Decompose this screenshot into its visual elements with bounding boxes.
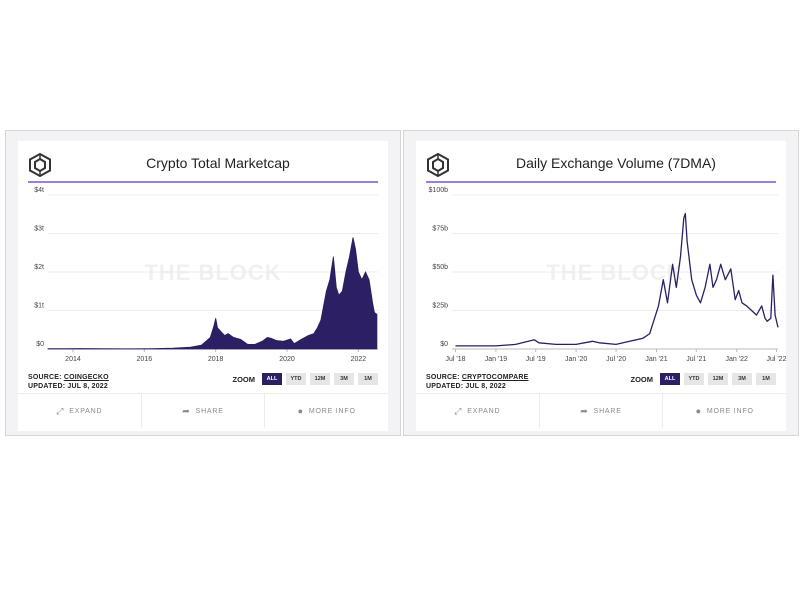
y-tick-label: $100b (429, 187, 449, 194)
zoom-label: ZOOM (630, 374, 654, 384)
chart-card-marketcap: Crypto Total Marketcap THE BLOCK $0 $1t $2t… (5, 130, 401, 436)
x-tick-label: 2018 (208, 356, 224, 363)
source-prefix: SOURCE: (426, 374, 462, 381)
share-arrow-icon: ➦ (580, 405, 589, 416)
x-tick-label: Jan '22 (726, 356, 748, 363)
y-tick-label: $3t (34, 226, 44, 233)
series-line (455, 212, 779, 347)
zoom-all-button[interactable]: ALL (262, 373, 282, 385)
y-tick-label: $4t (34, 187, 44, 194)
share-arrow-icon: ➦ (182, 405, 191, 416)
chart-title: Daily Exchange Volume (7DMA) (516, 155, 716, 171)
zoom-all-button[interactable]: ALL (660, 373, 680, 385)
y-tick-label: $50b (432, 264, 448, 271)
zoom-controls: ZOOM ALL YTD 12M 3M 1M (630, 373, 776, 385)
zoom-12m-button[interactable]: 12M (310, 373, 330, 385)
info-circle-icon: ● (695, 406, 702, 416)
zoom-1m-button[interactable]: 1M (756, 373, 776, 385)
more-info-label: MORE INFO (308, 407, 356, 415)
y-tick-label: $75b (432, 226, 448, 233)
x-tick-label: 2022 (351, 356, 367, 363)
updated-date: UPDATED: JUL 8, 2022 (426, 383, 506, 390)
the-block-logo-icon (427, 153, 449, 177)
x-tick-label: Jul '20 (606, 356, 626, 363)
source-info: SOURCE: CRYPTOCOMPARE UPDATED: JUL 8, 20… (426, 373, 528, 391)
x-tick-label: Jul '22 (766, 356, 786, 363)
zoom-ytd-button[interactable]: YTD (684, 373, 704, 385)
x-tick-label: Jan '21 (645, 356, 667, 363)
source-link[interactable]: CRYPTOCOMPARE (461, 374, 529, 381)
share-button[interactable]: ➦ SHARE (142, 394, 266, 428)
y-tick-label: $0 (440, 341, 448, 348)
x-tick-label: Jan '20 (565, 356, 587, 363)
the-block-logo-icon (29, 153, 51, 177)
series-area (47, 237, 378, 350)
more-info-button[interactable]: ● MORE INFO (265, 394, 388, 428)
card-footer: ⤢ EXPAND ➦ SHARE ● MORE INFO (18, 393, 388, 428)
x-tick-label: Jul '21 (686, 356, 706, 363)
y-tick-label: $25b (432, 303, 448, 310)
updated-date: UPDATED: JUL 8, 2022 (28, 383, 108, 390)
more-info-button[interactable]: ● MORE INFO (663, 394, 786, 428)
expand-label: EXPAND (467, 407, 501, 415)
y-tick-label: $2t (34, 264, 44, 271)
zoom-1m-button[interactable]: 1M (358, 373, 378, 385)
zoom-3m-button[interactable]: 3M (334, 373, 354, 385)
x-tick-label: Jul '19 (526, 356, 546, 363)
zoom-12m-button[interactable]: 12M (708, 373, 728, 385)
chart-card-body: Crypto Total Marketcap THE BLOCK $0 $1t $2t… (18, 141, 388, 431)
x-tick-label: Jul '18 (446, 356, 466, 363)
title-divider (28, 181, 378, 183)
info-circle-icon: ● (297, 406, 304, 416)
expand-button[interactable]: ⤢ EXPAND (18, 394, 142, 428)
zoom-3m-button[interactable]: 3M (732, 373, 752, 385)
x-tick-label: Jan '19 (485, 356, 507, 363)
x-tick-label: 2014 (65, 356, 81, 363)
more-info-label: MORE INFO (706, 407, 754, 415)
share-label: SHARE (195, 407, 224, 415)
source-info: SOURCE: COINGECKO UPDATED: JUL 8, 2022 (28, 373, 109, 391)
share-label: SHARE (593, 407, 622, 415)
source-prefix: SOURCE: (28, 374, 64, 381)
y-tick-label: $1t (34, 303, 44, 310)
expand-arrows-icon: ⤢ (56, 405, 65, 416)
chart-title: Crypto Total Marketcap (146, 155, 290, 171)
chart-card-body: Daily Exchange Volume (7DMA) THE BLOCK $0… (416, 141, 788, 431)
zoom-label: ZOOM (232, 374, 256, 384)
expand-arrows-icon: ⤢ (454, 405, 463, 416)
chart-card-exchange-volume: Daily Exchange Volume (7DMA) THE BLOCK $0… (403, 130, 799, 436)
title-divider (426, 181, 776, 183)
source-link[interactable]: COINGECKO (63, 374, 109, 381)
zoom-controls: ZOOM ALL YTD 12M 3M 1M (232, 373, 378, 385)
card-footer: ⤢ EXPAND ➦ SHARE ● MORE INFO (416, 393, 786, 428)
zoom-ytd-button[interactable]: YTD (286, 373, 306, 385)
share-button[interactable]: ➦ SHARE (540, 394, 664, 428)
expand-button[interactable]: ⤢ EXPAND (416, 394, 540, 428)
y-tick-label: $0 (36, 341, 44, 348)
x-tick-label: 2020 (279, 356, 295, 363)
x-tick-label: 2016 (137, 356, 153, 363)
expand-label: EXPAND (69, 407, 103, 415)
